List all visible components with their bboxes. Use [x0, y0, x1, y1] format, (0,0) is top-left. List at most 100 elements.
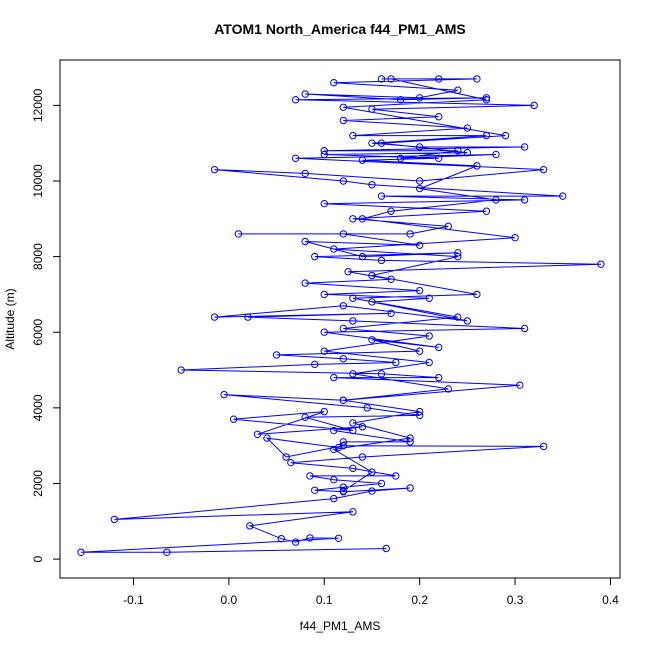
data-point — [334, 443, 343, 452]
data-point — [339, 487, 348, 495]
data-point — [363, 404, 371, 412]
data-point — [368, 468, 376, 476]
data-point — [368, 298, 376, 306]
data-point — [349, 419, 357, 427]
data-point — [301, 279, 309, 287]
data-point — [339, 103, 348, 111]
data-point — [415, 143, 424, 151]
data-point — [330, 475, 338, 484]
data-point — [482, 94, 491, 102]
data-point — [349, 317, 357, 325]
data-point — [454, 86, 462, 94]
data-point — [330, 245, 338, 253]
data-point — [520, 196, 529, 204]
data-point — [334, 534, 343, 542]
data-point — [220, 390, 228, 399]
y-tick-label: 10000 — [31, 164, 45, 198]
data-point — [320, 199, 328, 208]
data-point — [435, 154, 443, 163]
data-point — [306, 534, 314, 542]
data-point — [406, 438, 414, 446]
data-point — [415, 286, 424, 295]
x-tick-label: 0.1 — [316, 593, 333, 607]
data-point — [473, 290, 481, 299]
data-point — [163, 548, 171, 556]
data-point — [406, 434, 414, 442]
data-point — [301, 90, 309, 98]
data-point — [330, 494, 338, 503]
data-point — [377, 75, 386, 83]
data-point — [406, 484, 414, 492]
y-tick-label: 8000 — [31, 243, 45, 270]
data-point — [253, 430, 262, 439]
data-point — [291, 538, 300, 546]
data-point — [559, 192, 567, 200]
y-tick-label: 6000 — [31, 319, 45, 346]
data-point — [110, 515, 119, 524]
data-point — [344, 268, 352, 276]
data-point — [358, 423, 367, 431]
data-point — [482, 207, 491, 215]
data-point — [454, 147, 462, 155]
data-point — [392, 358, 400, 367]
data-point — [320, 150, 328, 159]
data-point — [339, 396, 348, 404]
data-point — [415, 94, 424, 102]
x-tick-label: -0.1 — [123, 593, 144, 607]
data-point — [330, 373, 338, 382]
data-point — [406, 230, 414, 238]
data-point — [463, 317, 472, 325]
x-tick-label: 0.3 — [507, 593, 524, 607]
data-point — [339, 116, 348, 125]
data-point — [492, 150, 500, 159]
data-point — [444, 385, 452, 393]
data-point — [272, 351, 281, 359]
data-point — [454, 252, 462, 261]
data-point — [291, 154, 300, 163]
data-point — [387, 309, 395, 318]
y-axis-label: Altitude (m) — [3, 288, 17, 349]
data-point — [382, 544, 390, 553]
data-point — [358, 156, 367, 164]
data-point — [368, 336, 376, 344]
x-axis-label: f44_PM1_AMS — [300, 619, 381, 633]
data-point — [530, 101, 538, 110]
data-point — [358, 215, 367, 223]
data-point — [349, 426, 357, 435]
data-point — [320, 290, 328, 299]
data-point — [339, 177, 348, 185]
data-point — [349, 131, 357, 140]
y-tick-label: 0 — [31, 555, 45, 562]
data-point — [330, 78, 338, 87]
data-point — [377, 192, 386, 200]
data-point — [368, 139, 376, 147]
data-point — [516, 381, 524, 389]
data-point — [415, 184, 424, 193]
data-point — [597, 260, 605, 268]
data-point — [349, 215, 357, 223]
data-point — [320, 347, 328, 355]
data-point — [377, 139, 386, 147]
data-point — [520, 143, 529, 151]
data-point — [244, 313, 252, 321]
data-point — [339, 438, 348, 446]
data-point — [349, 508, 357, 516]
data-point — [330, 426, 338, 435]
data-point — [454, 313, 462, 321]
data-point — [358, 252, 367, 261]
data-point — [210, 165, 219, 174]
y-tick-label: 4000 — [31, 394, 45, 421]
data-point — [473, 75, 481, 83]
x-tick-label: 0.4 — [602, 593, 619, 607]
y-tick-label: 12000 — [31, 88, 45, 122]
data-point — [339, 230, 348, 238]
data-point — [492, 196, 500, 204]
x-tick-label: 0.2 — [411, 593, 428, 607]
data-point — [311, 360, 319, 369]
data-point — [392, 472, 400, 480]
data-point — [435, 113, 443, 121]
data-point — [387, 275, 395, 283]
data-point — [511, 234, 519, 242]
